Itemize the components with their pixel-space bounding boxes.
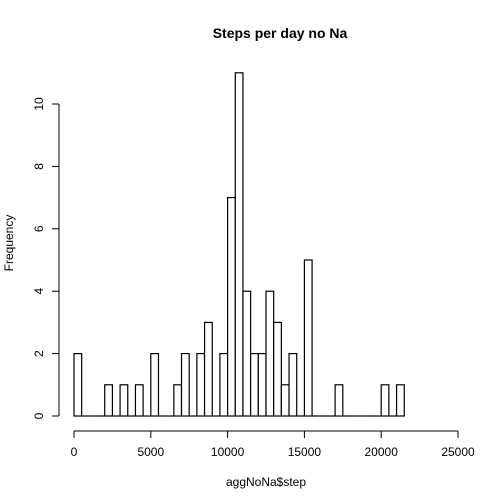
histogram-bar-28 [288, 353, 298, 417]
x-tick-label-5: 25000 [441, 445, 475, 459]
histogram-bar-17 [203, 321, 213, 417]
histogram-bar-19 [219, 353, 229, 417]
y-tick-label-1: 2 [32, 350, 46, 357]
bars-group [73, 72, 405, 417]
histogram-bar-30 [303, 259, 313, 417]
histogram-bar-22 [242, 290, 252, 417]
histogram-bar-10 [150, 353, 160, 417]
chart-title: Steps per day no Na [213, 25, 348, 41]
histogram-bar-42 [395, 384, 405, 417]
x-tick-label-4: 20000 [365, 445, 399, 459]
x-tick-label-1: 5000 [137, 445, 164, 459]
histogram-bar-34 [334, 384, 344, 417]
y-axis: 0 2 4 6 8 10 [32, 97, 60, 419]
x-axis: 0 5000 10000 15000 20000 25000 [71, 430, 475, 459]
histogram-bar-27 [280, 384, 290, 417]
histogram-bar-13 [173, 384, 183, 417]
x-tick-label-2: 10000 [211, 445, 245, 459]
y-tick-label-3: 6 [32, 225, 46, 232]
histogram-bar-14 [180, 353, 190, 417]
y-tick-label-2: 4 [32, 288, 46, 295]
y-tick-label-5: 10 [32, 97, 46, 111]
x-tick-label-0: 0 [71, 445, 78, 459]
histogram-bar-26 [273, 321, 282, 417]
histogram-bar-24 [257, 353, 267, 417]
histogram-bar-21 [234, 72, 244, 417]
histogram-bar-0 [73, 353, 83, 417]
x-tick-label-3: 15000 [288, 445, 322, 459]
x-axis-label: aggNoNa$step [226, 475, 306, 489]
histogram-bar-25 [265, 290, 275, 417]
histogram-bar-16 [196, 353, 206, 417]
y-axis-label: Frequency [2, 215, 16, 272]
histogram-bar-6 [119, 384, 129, 417]
histogram-bar-40 [380, 384, 390, 417]
y-tick-label-0: 0 [32, 412, 46, 419]
histogram-bar-8 [134, 384, 144, 417]
histogram-bar-4 [104, 384, 114, 417]
histogram-bar-20 [227, 197, 236, 417]
histogram-bar-23 [250, 353, 259, 417]
y-tick-label-4: 8 [32, 163, 46, 170]
